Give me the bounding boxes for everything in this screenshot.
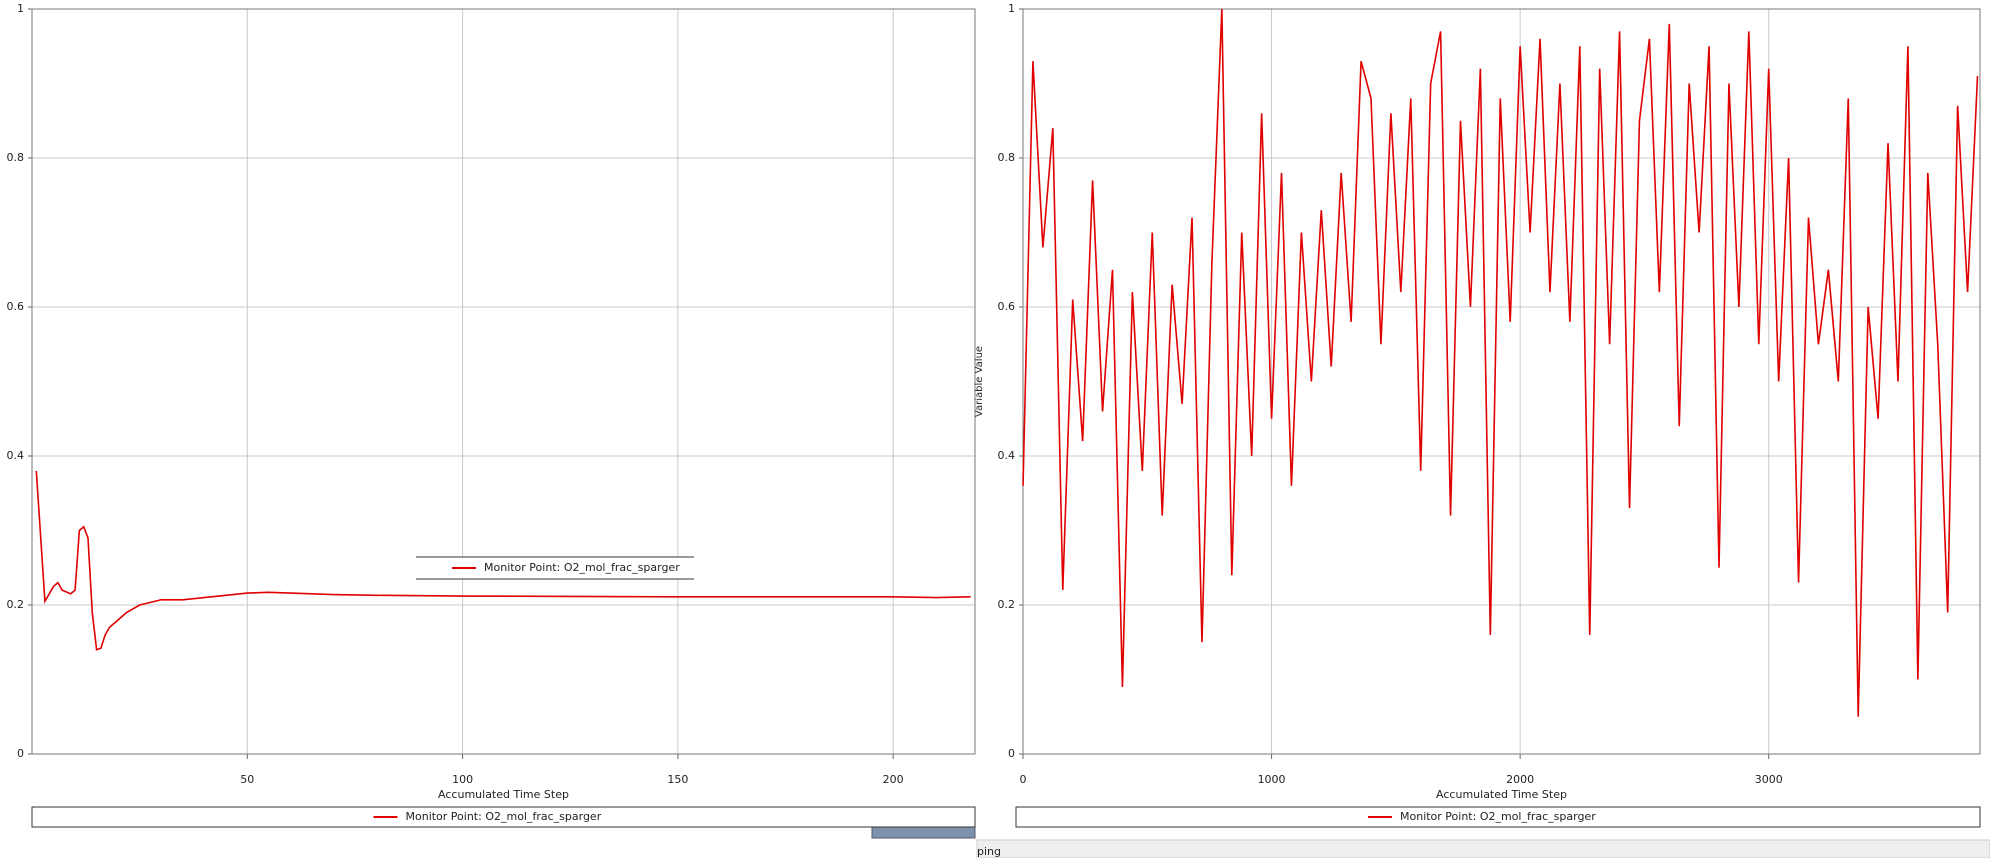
x-axis-title: Accumulated Time Step xyxy=(438,788,569,801)
x-tick-label: 200 xyxy=(883,773,904,786)
y-tick-label: 0.2 xyxy=(7,598,25,611)
x-tick-label: 0 xyxy=(1020,773,1027,786)
status-bar xyxy=(976,839,1990,858)
data-line xyxy=(35,470,971,651)
x-tick-label: 1000 xyxy=(1258,773,1286,786)
floating-legend xyxy=(416,557,694,579)
legend-box xyxy=(31,806,976,828)
y-tick-label: 1 xyxy=(1008,2,1015,15)
legend-label: Monitor Point: O2_mol_frac_sparger xyxy=(406,810,602,823)
legend-label: Monitor Point: O2_mol_frac_sparger xyxy=(1400,810,1596,823)
legend-label: Monitor Point: O2_mol_frac_sparger xyxy=(484,561,680,574)
y-tick-label: 0 xyxy=(17,747,24,760)
y-tick-label: 0.6 xyxy=(998,300,1016,313)
y-tick-label: 0.2 xyxy=(998,598,1016,611)
y-tick-label: 0.4 xyxy=(7,449,25,462)
x-tick-label: 3000 xyxy=(1755,773,1783,786)
y-tick-label: 0.6 xyxy=(7,300,25,313)
y-tick-label: 0.4 xyxy=(998,449,1016,462)
x-tick-label: 50 xyxy=(240,773,254,786)
y-tick-label: 1 xyxy=(17,2,24,15)
data-line xyxy=(1022,8,1979,717)
x-tick-label: 150 xyxy=(667,773,688,786)
y-axis-title: Variable Value xyxy=(974,346,985,417)
legend-box xyxy=(1015,806,1981,828)
x-axis-title: Accumulated Time Step xyxy=(1436,788,1567,801)
y-tick-label: 0.8 xyxy=(998,151,1016,164)
plot-frame xyxy=(31,8,976,755)
status-fragment: ping xyxy=(977,845,1001,858)
y-tick-label: 0.8 xyxy=(7,151,25,164)
y-tick-label: 0 xyxy=(1008,747,1015,760)
x-tick-label: 2000 xyxy=(1506,773,1534,786)
x-tick-label: 100 xyxy=(452,773,473,786)
plot-frame xyxy=(1022,8,1981,755)
